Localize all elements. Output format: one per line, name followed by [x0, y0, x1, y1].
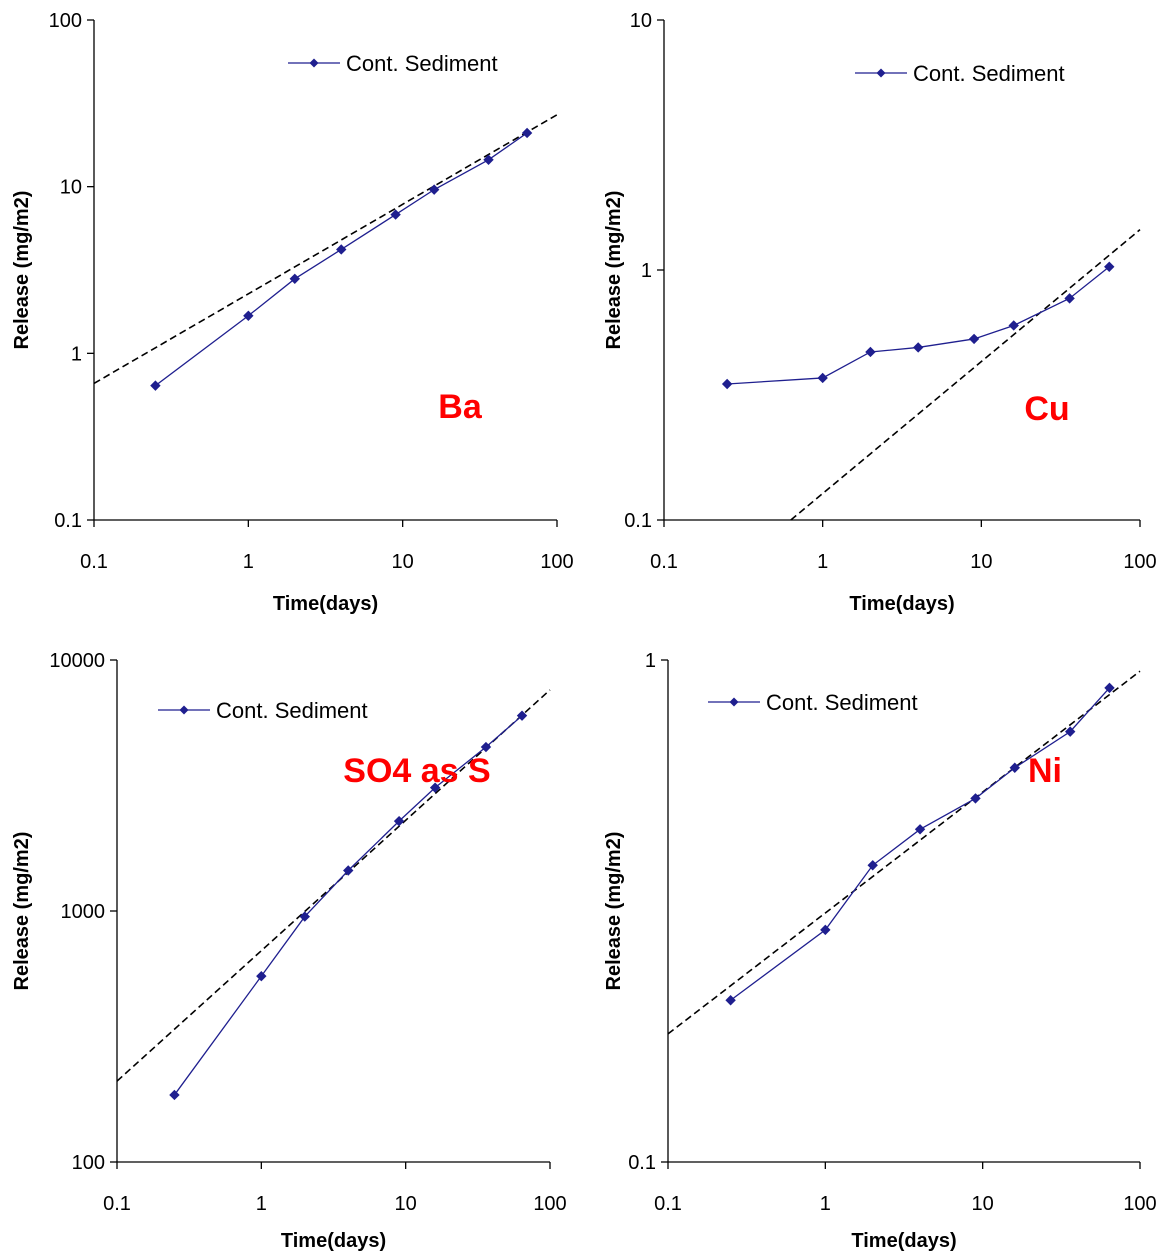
data-point-marker [480, 741, 492, 753]
series-line [173, 715, 523, 1096]
data-point-marker [428, 184, 440, 195]
y-tick-label: 1 [71, 343, 82, 365]
y-axis-title: Release (mg/m2) [603, 191, 625, 350]
y-axis-title: Release (mg/m2) [11, 832, 33, 991]
y-axis-title: Release (mg/m2) [11, 191, 33, 350]
x-tick-label: 10 [972, 1193, 994, 1215]
x-tick-label: 1 [243, 551, 254, 573]
data-point-marker [516, 710, 528, 721]
series-line [727, 266, 1110, 385]
y-tick-label: 1000 [61, 901, 106, 923]
data-point-marker [1104, 682, 1115, 694]
x-tick-label: 100 [540, 551, 573, 573]
legend-marker [876, 68, 886, 78]
data-point-marker [256, 970, 267, 982]
data-point-marker [912, 342, 924, 353]
data-point-marker [867, 860, 878, 871]
x-tick-label: 0.1 [654, 1193, 682, 1215]
data-point-marker [483, 154, 494, 165]
trendline [790, 229, 1141, 521]
legend-marker [179, 705, 189, 715]
legend-label: Cont. Sediment [766, 690, 918, 715]
y-axis-title: Release (mg/m2) [603, 832, 625, 991]
data-point-marker [970, 793, 981, 804]
y-tick-label: 100 [49, 10, 82, 32]
data-point-marker [968, 333, 980, 345]
legend-label: Cont. Sediment [346, 51, 498, 76]
x-axis-title: Time(days) [273, 593, 378, 615]
series-line [155, 132, 528, 387]
x-tick-label: 10 [970, 551, 992, 573]
x-tick-label: 0.1 [103, 1193, 131, 1215]
legend-label: Cont. Sediment [913, 61, 1065, 86]
data-point-marker [169, 1089, 180, 1101]
chart-panel: 0.1 1 10 100 0.1 1 10 Time(days) Release (mg/m2)… [603, 10, 1157, 615]
x-tick-label: 0.1 [80, 551, 108, 573]
data-point-marker [1104, 261, 1115, 272]
x-tick-label: 100 [1123, 551, 1156, 573]
data-point-marker [820, 924, 831, 936]
x-tick-label: 1 [256, 1193, 267, 1215]
legend: Cont. Sediment [708, 690, 918, 715]
trendline [93, 114, 558, 385]
x-tick-label: 1 [820, 1193, 831, 1215]
data-point-marker [429, 782, 441, 793]
y-tick-label: 0.1 [624, 510, 652, 532]
x-tick-label: 100 [1123, 1193, 1156, 1215]
data-point-marker [1064, 293, 1075, 304]
data-point-marker [1064, 726, 1076, 737]
data-point-marker [521, 127, 533, 139]
y-tick-label: 10 [630, 10, 652, 32]
y-tick-label: 100 [72, 1152, 105, 1174]
panel-annotation: Ni [1028, 752, 1062, 790]
data-point-marker [289, 273, 300, 285]
x-axis-title: Time(days) [849, 593, 954, 615]
panel-annotation: Ba [438, 388, 483, 426]
data-point-marker [336, 244, 347, 255]
x-axis-title: Time(days) [281, 1230, 386, 1252]
x-tick-label: 100 [533, 1193, 566, 1215]
data-point-marker [725, 995, 736, 1006]
data-point-marker [390, 209, 401, 220]
data-point-marker [721, 378, 733, 390]
data-point-marker [393, 815, 405, 827]
x-axis-title: Time(days) [851, 1230, 956, 1252]
legend: Cont. Sediment [855, 61, 1065, 86]
chart-panel: 0.1 1 10 100 0.1 1 Time(days) Release (mg/m2) Co… [603, 650, 1157, 1252]
chart-panel: 0.1 1 10 100 0.1 1 10 100 Time(days) Release (mg/… [11, 10, 574, 615]
panel-annotation: SO4 as S [343, 752, 490, 790]
series-line [730, 687, 1110, 1001]
data-point-marker [150, 380, 161, 391]
data-point-marker [1008, 320, 1019, 331]
legend-marker [729, 697, 739, 707]
x-tick-label: 10 [395, 1193, 417, 1215]
y-tick-label: 10 [60, 177, 82, 199]
y-tick-label: 0.1 [54, 510, 82, 532]
legend: Cont. Sediment [288, 51, 498, 76]
legend-marker [309, 58, 319, 68]
x-tick-label: 1 [817, 551, 828, 573]
y-tick-label: 1 [645, 650, 656, 672]
data-point-marker [343, 865, 354, 876]
trendline [667, 670, 1141, 1035]
x-tick-label: 0.1 [650, 551, 678, 573]
data-point-marker [865, 346, 876, 358]
panel-annotation: Cu [1024, 390, 1069, 428]
y-tick-label: 1 [641, 260, 652, 282]
x-tick-label: 10 [392, 551, 414, 573]
y-tick-label: 0.1 [628, 1152, 656, 1174]
data-point-marker [299, 911, 310, 922]
data-point-marker [1009, 762, 1020, 773]
data-point-marker [243, 310, 254, 321]
chart-panel: 0.1 1 10 100 100 1000 10000 Time(days) Release (… [11, 650, 567, 1252]
y-tick-label: 10000 [49, 650, 105, 672]
legend: Cont. Sediment [158, 698, 368, 723]
data-point-marker [817, 372, 828, 384]
data-point-marker [914, 824, 926, 835]
legend-label: Cont. Sediment [216, 698, 368, 723]
